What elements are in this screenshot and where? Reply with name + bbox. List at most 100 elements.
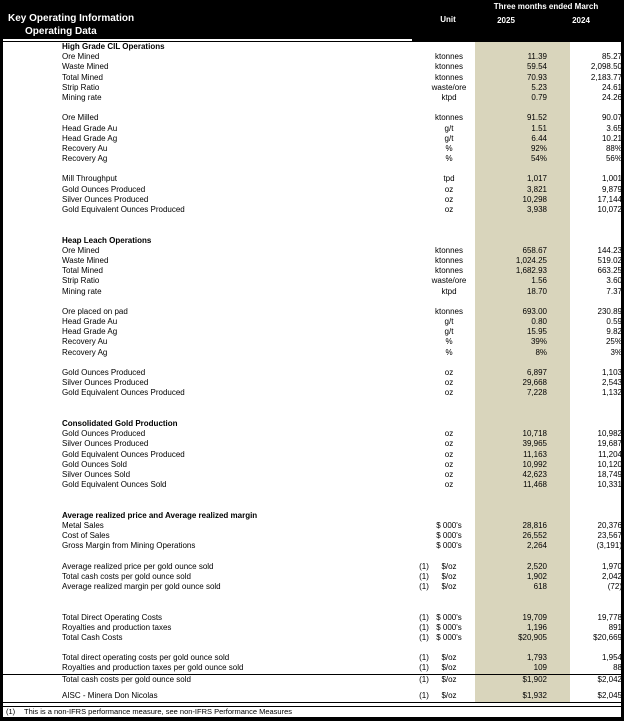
row-label: Waste Mined: [62, 255, 109, 265]
table-row: Waste Mined ktonnes 59.54 2,098.50: [3, 62, 621, 72]
row-value-2024: 17,144: [597, 194, 621, 204]
row-value-2024: 519.02: [597, 255, 621, 265]
row-footnote-ref: (1): [419, 653, 429, 663]
row-unit: ktonnes: [434, 113, 464, 123]
row-value-2024: $20,669: [593, 632, 621, 642]
row-footnote-ref: (1): [419, 663, 429, 673]
row-footnote-ref: (1): [419, 690, 429, 700]
footnote: (1) This is a non-IFRS performance measu…: [3, 707, 621, 717]
row-value-2024: 144.23: [597, 245, 621, 255]
table-row: Head Grade Au g/t 1.51 3.65: [3, 124, 621, 134]
table-row: Metal Sales $ 000's 28,816 20,376: [3, 521, 621, 531]
row-unit: oz: [444, 378, 454, 388]
row-label: Average realized margin per gold ounce s…: [62, 581, 221, 591]
row-label: Head Grade Ag: [62, 327, 118, 337]
row-value-2024: 19,778: [597, 612, 621, 622]
table-row: Head Grade Ag g/t 15.95 9.82: [3, 327, 621, 337]
row-unit: $/oz: [441, 581, 457, 591]
row-value-2025: 28,816: [522, 520, 547, 530]
row-value-2025: 6.44: [531, 133, 547, 143]
row-unit: ktonnes: [434, 306, 464, 316]
row-unit: $/oz: [441, 663, 457, 673]
row-value-2024: 56%: [605, 154, 621, 164]
table-row: Silver Ounces Produced oz 29,668 2,543: [3, 378, 621, 388]
section-title-row: High Grade CIL Operations: [3, 42, 621, 52]
row-label: Waste Mined: [62, 62, 109, 72]
spacer-row: [3, 643, 621, 653]
row-unit: g/t: [444, 133, 454, 143]
row-unit: %: [445, 347, 453, 357]
row-value-2025: 3,821: [526, 184, 547, 194]
operating-data-table: High Grade CIL Operations Ore Mined ktonne…: [3, 42, 621, 702]
row-footnote-ref: (1): [419, 561, 429, 571]
row-unit: %: [445, 143, 453, 153]
row-value-2025: 92%: [530, 143, 547, 153]
row-unit: ktonnes: [434, 266, 464, 276]
row-value-2025: 5.23: [531, 82, 547, 92]
spacer-row: [3, 592, 621, 602]
bottom-border: [3, 717, 621, 721]
spacer-row: [3, 225, 621, 235]
row-value-2024: $2,045: [597, 690, 621, 700]
row-value-2024: 24.61: [601, 82, 621, 92]
row-unit: oz: [444, 388, 454, 398]
row-value-2024: 1,954: [601, 653, 621, 663]
row-value-2024: 10,982: [597, 429, 621, 439]
table-row: Gold Equivalent Ounces Produced oz 7,228 1,…: [3, 388, 621, 398]
row-value-2025: 15.95: [526, 327, 547, 337]
row-label: Head Grade Ag: [62, 133, 118, 143]
table-row: Recovery Au% 92% 88%: [3, 144, 621, 154]
row-value-2025: 11,163: [523, 449, 547, 459]
row-unit: oz: [444, 205, 454, 214]
spacer-row: [3, 500, 621, 510]
row-label: Mining rate: [62, 286, 102, 296]
section-title: Consolidated Gold Production: [62, 418, 178, 428]
row-label: Ore Mined: [62, 245, 100, 255]
row-unit: $ 000's: [436, 541, 462, 551]
spacer-row: [3, 551, 621, 561]
table-row: Recovery Ag% 54% 56%: [3, 154, 621, 164]
spacer-row: [3, 490, 621, 500]
row-label: Recovery Ag: [62, 154, 108, 164]
row-label: AISC - Minera Don Nicolas: [62, 690, 158, 700]
row-unit: $/oz: [441, 653, 457, 663]
row-label: Gold Equivalent Ounces Produced: [62, 449, 185, 459]
table-row: Head Grade Au g/t 0.80 0.59: [3, 317, 621, 327]
table-row: Total cash costs per gold ounce sold (1) $…: [3, 572, 621, 582]
table-row: Silver Ounces Produced oz 39,965 19,687: [3, 439, 621, 449]
row-unit: %: [445, 337, 453, 347]
row-label: Strip Ratio: [62, 276, 100, 286]
year-2024-column-header: 2024: [572, 16, 590, 25]
row-value-2024: 88: [613, 663, 621, 673]
row-value-2024: 3%: [610, 347, 621, 357]
row-label: Mining rate: [62, 92, 102, 102]
row-label: Gross Margin from Mining Operations: [62, 541, 196, 551]
subtitle-underline: [3, 39, 412, 41]
row-unit: oz: [444, 429, 454, 439]
row-label: Ore Milled: [62, 113, 99, 123]
row-value-2024: 23,567: [597, 531, 621, 540]
table-row: Silver Ounces Produced oz 10,298 17,144: [3, 195, 621, 205]
row-unit: $ 000's: [436, 531, 462, 540]
spacer-row: [3, 103, 621, 113]
row-value-2024: 9.82: [606, 327, 621, 337]
table-row: Gross Margin from Mining Operations $ 000…: [3, 541, 621, 551]
section-title-row: Consolidated Gold Production: [3, 419, 621, 429]
row-unit: $ 000's: [436, 622, 462, 632]
row-label: Total direct operating costs per gold ou…: [62, 653, 230, 663]
table-row: Mill Throughput tpd 1,017 1,001: [3, 174, 621, 184]
row-footnote-ref: (1): [419, 632, 429, 642]
double-rule: [3, 702, 621, 707]
row-value-2024: 88%: [605, 143, 621, 153]
row-value-2025: 618: [533, 581, 547, 591]
row-label: Average realized price per gold ounce so…: [62, 561, 214, 571]
table-row: Ore Milled ktonnes 91.52 90.07: [3, 113, 621, 123]
row-value-2025: 1,024.25: [515, 255, 547, 265]
row-label: Silver Ounces Produced: [62, 194, 149, 204]
row-value-2024: 1,970: [601, 561, 621, 571]
row-value-2025: 39,965: [522, 439, 547, 449]
row-value-2025: 7,228: [526, 388, 547, 398]
row-label: Ore Mined: [62, 52, 100, 62]
row-label: Total Mined: [62, 266, 103, 276]
row-value-2024: 0.59: [606, 317, 621, 327]
